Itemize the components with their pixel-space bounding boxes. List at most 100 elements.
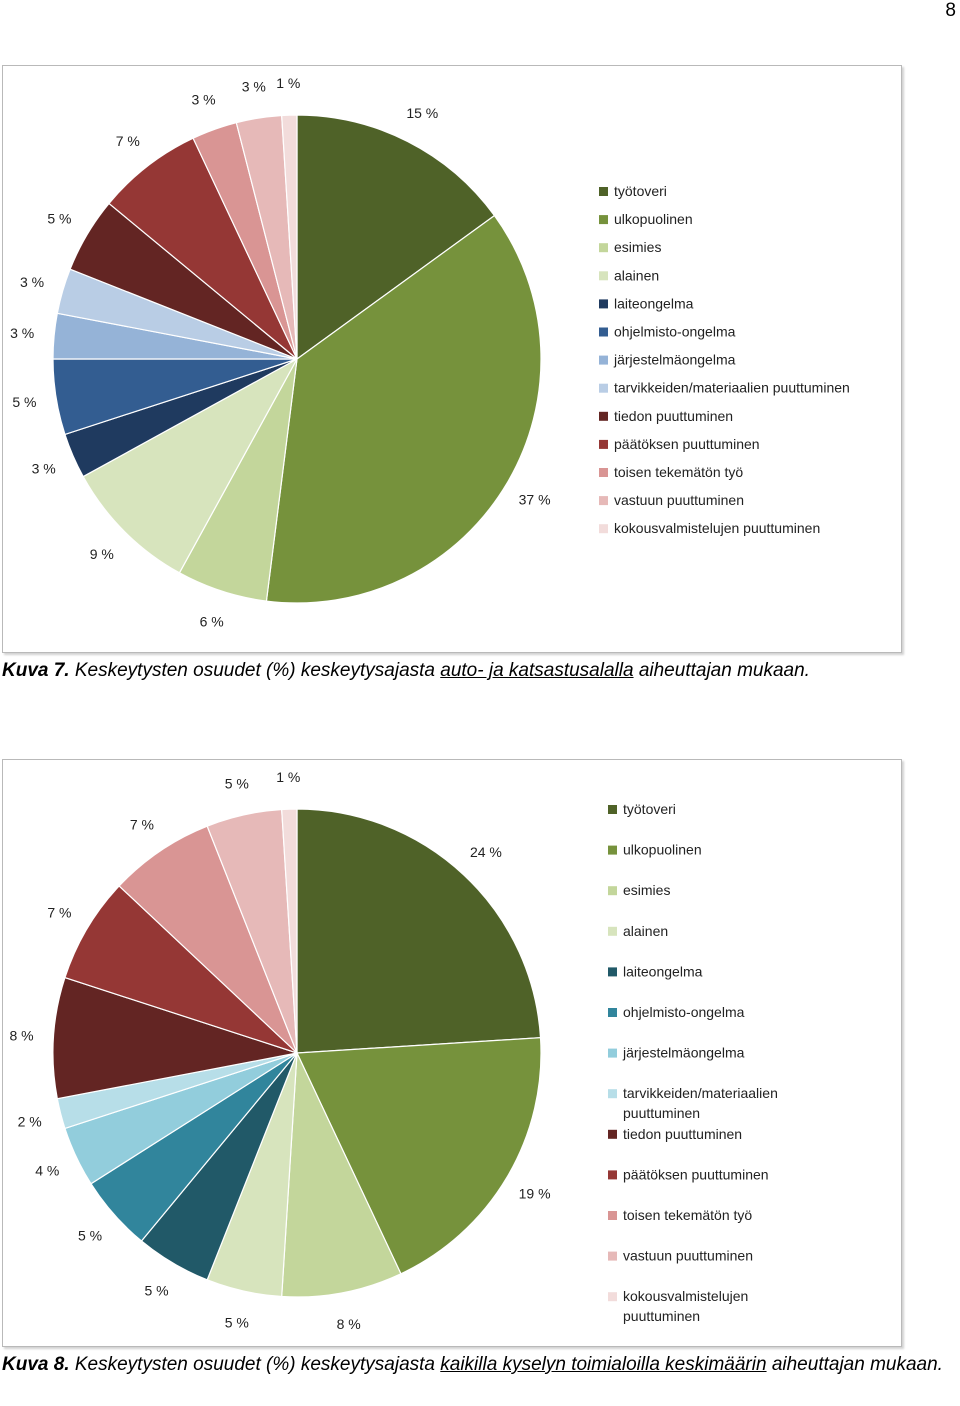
chart1-legend-swatch-työtoveri: [599, 187, 608, 196]
chart1-slice-kokousvalmistelujen-puuttuminen: [281, 114, 298, 360]
chart1-legend-swatch-tarvikkeiden-materiaalien-puuttuminen: [599, 383, 608, 393]
chart1-legend-swatch-toisen-tekemätön-työ: [599, 468, 608, 477]
chart2-legend-label-tiedon-puuttuminen: tiedon puuttuminen: [623, 1126, 742, 1142]
chart1-legend-label-ulkopuolinen: ulkopuolinen: [614, 211, 693, 227]
pie-chart-2-svg: 24 % 19 % 8 % 5 % 5 % 5 % 4 % 2 % 8 % 7 % 7 % 5 % 1 …: [9, 769, 778, 1332]
chart2-data-label-tiedon-puuttuminen: 8 %: [9, 1028, 33, 1044]
chart2-slice-kokousvalmistelujen-puuttuminen: [281, 808, 298, 1054]
chart1-data-label-työtoveri: 15 %: [406, 105, 438, 121]
chart1-legend-label-esimies: esimies: [614, 239, 661, 255]
chart2-legend-swatch-ulkopuolinen: [608, 845, 617, 855]
chart1-legend-label-työtoveri: työtoveri: [614, 183, 667, 199]
chart1-legend-swatch-ohjelmisto-ongelma: [599, 327, 608, 337]
chart1-data-label-esimies: 6 %: [200, 614, 224, 630]
chart2-data-label-alainen: 5 %: [225, 1314, 249, 1330]
chart1-data-label-päätöksen-puuttuminen: 7 %: [116, 133, 140, 149]
chart2-legend-swatch-tarvikkeiden-materiaalien-puuttuminen: [608, 1089, 617, 1099]
chart1-legend-label-järjestelmäongelma: järjestelmäongelma: [613, 352, 736, 368]
chart1-slice-alainen: [82, 357, 299, 574]
chart2-legend-swatch-laiteongelma: [608, 967, 617, 977]
chart1-legend-swatch-päätöksen-puuttuminen: [599, 439, 608, 449]
chart2-legend-swatch-päätöksen-puuttuminen: [608, 1170, 617, 1180]
chart2-data-label-laiteongelma: 5 %: [144, 1283, 168, 1299]
chart1-data-label-ulkopuolinen: 37 %: [519, 492, 551, 508]
chart2-data-label-ulkopuolinen: 19 %: [519, 1186, 551, 1202]
chart2-data-label-päätöksen-puuttuminen: 7 %: [47, 905, 71, 921]
chart2-data-label-toisen-tekemätön-työ: 7 %: [130, 817, 154, 833]
pie-chart-1-svg: 15 % 37 % 6 % 9 % 3 % 5 % 3 % 3 % 5 % 7 % 3 % 3 % 1 …: [10, 75, 850, 630]
chart1-legend-swatch-esimies: [599, 243, 608, 253]
chart1-data-label-toisen-tekemätön-työ: 3 %: [191, 91, 215, 107]
chart2-legend-label-päätöksen-puuttuminen: päätöksen puuttuminen: [623, 1166, 769, 1182]
chart1-data-label-laiteongelma: 3 %: [32, 461, 56, 477]
chart1-legend-swatch-järjestelmäongelma: [599, 355, 608, 365]
chart2-legend-swatch-toisen-tekemätön-työ: [608, 1211, 617, 1220]
chart1-legend-swatch-ulkopuolinen: [599, 215, 608, 225]
chart2-legend-swatch-alainen: [608, 926, 617, 936]
caption-2-after: aiheuttajan mukaan.: [766, 1354, 943, 1375]
chart1-slice-ulkopuolinen: [265, 214, 542, 604]
chart2-slice-tiedon-puuttuminen: [52, 976, 298, 1100]
chart2-data-label-esimies: 8 %: [337, 1316, 361, 1332]
chart2-legend-label-ohjelmisto-ongelma: ohjelmisto-ongelma: [623, 1004, 745, 1020]
chart2-slice-esimies: [281, 1052, 402, 1298]
chart1-data-label-järjestelmäongelma: 3 %: [10, 325, 34, 341]
chart2-legend-swatch-työtoveri: [608, 805, 617, 814]
caption-1-underlined: auto- ja katsastusalalla: [440, 660, 634, 681]
chart2-legend-label-vastuun-puuttuminen: vastuun puuttuminen: [623, 1248, 753, 1264]
chart2-data-label-ohjelmisto-ongelma: 5 %: [78, 1228, 102, 1244]
caption-1-after: aiheuttajan mukaan.: [633, 660, 810, 681]
chart2-legend-swatch-esimies: [608, 886, 617, 896]
chart2-slice-ulkopuolinen: [296, 1037, 542, 1275]
chart1-legend-label-tarvikkeiden-materiaalien-puuttuminen: tarvikkeiden/materiaalien puuttuminen: [614, 380, 850, 396]
chart1-legend-swatch-kokousvalmistelujen-puuttuminen: [599, 524, 608, 534]
chart1-legend-swatch-tiedon-puuttuminen: [599, 411, 608, 421]
chart2-data-label-vastuun-puuttuminen: 5 %: [225, 776, 249, 792]
chart2-legend-label-tarvikkeiden-materiaalien-puuttuminen: tarvikkeiden/materiaalien puuttuminen: [623, 1085, 778, 1121]
chart2-data-label-työtoveri: 24 %: [470, 844, 502, 860]
chart2-legend-label-esimies: esimies: [623, 882, 670, 898]
chart1-legend-label-kokousvalmistelujen-puuttuminen: kokousvalmistelujen puuttuminen: [614, 520, 820, 536]
chart2-slice-toisen-tekemätön-työ: [118, 825, 298, 1054]
chart2-data-label-kokousvalmistelujen-puuttuminen: 1 %: [276, 769, 300, 785]
chart2-legend-swatch-järjestelmäongelma: [608, 1048, 617, 1058]
chart1-legend-label-vastuun-puuttuminen: vastuun puuttuminen: [614, 492, 744, 508]
chart2-legend-label-järjestelmäongelma: järjestelmäongelma: [622, 1045, 745, 1061]
chart1-legend-label-tiedon-puuttuminen: tiedon puuttuminen: [614, 408, 733, 424]
chart1-legend-label-laiteongelma: laiteongelma: [614, 295, 694, 311]
chart2-legend-label-työtoveri: työtoveri: [623, 801, 676, 817]
chart1-legend-label-ohjelmisto-ongelma: ohjelmisto-ongelma: [614, 324, 736, 340]
chart1-legend-label-alainen: alainen: [614, 267, 659, 283]
chart1-data-label-alainen: 9 %: [90, 546, 114, 562]
chart2-legend-swatch-kokousvalmistelujen-puuttuminen: [608, 1292, 617, 1302]
chart1-legend-swatch-alainen: [599, 271, 608, 281]
chart2-legend-swatch-ohjelmisto-ongelma: [608, 1008, 617, 1017]
chart1-legend-label-päätöksen-puuttuminen: päätöksen puuttuminen: [614, 436, 760, 452]
chart1-legend-label-toisen-tekemätön-työ: toisen tekemätön työ: [614, 464, 743, 480]
caption-2-underlined: kaikilla kyselyn toimialoilla keskimääri…: [440, 1354, 767, 1375]
chart1-data-label-kokousvalmistelujen-puuttuminen: 1 %: [276, 75, 300, 91]
caption-1: Kuva 7. Keskeytysten osuudet (%) keskeyt…: [2, 656, 952, 686]
chart2-data-label-tarvikkeiden-materiaalien-puuttuminen: 2 %: [18, 1114, 42, 1130]
caption-2-label: Kuva 8.: [2, 1354, 70, 1375]
chart1-data-label-tiedon-puuttuminen: 5 %: [47, 211, 71, 227]
chart1-data-label-vastuun-puuttuminen: 3 %: [242, 78, 266, 94]
pie-chart-2: 24 % 19 % 8 % 5 % 5 % 5 % 4 % 2 % 8 % 7 % 7 % 5 % 1 …: [2, 759, 902, 1347]
chart2-legend-swatch-vastuun-puuttuminen: [608, 1251, 617, 1261]
chart2-legend-label-ulkopuolinen: ulkopuolinen: [623, 842, 702, 858]
chart1-slice-työtoveri: [296, 114, 496, 361]
chart1-legend-swatch-vastuun-puuttuminen: [599, 496, 608, 506]
chart2-legend-label-toisen-tekemätön-työ: toisen tekemätön työ: [623, 1207, 752, 1223]
caption-1-text: Keskeytysten osuudet (%) keskeytysajasta: [69, 660, 441, 681]
caption-2-text: Keskeytysten osuudet (%) keskeytysajasta: [69, 1354, 441, 1375]
caption-2: Kuva 8. Keskeytysten osuudet (%) keskeyt…: [2, 1350, 952, 1380]
chart1-data-label-tarvikkeiden-materiaalien-puuttuminen: 3 %: [20, 274, 44, 290]
caption-1-label: Kuva 7.: [2, 660, 70, 681]
chart1-legend-swatch-laiteongelma: [599, 299, 608, 309]
chart2-legend-swatch-tiedon-puuttuminen: [608, 1129, 617, 1139]
chart2-data-label-järjestelmäongelma: 4 %: [35, 1163, 59, 1179]
chart1-slice-päätöksen-puuttuminen: [108, 137, 298, 360]
page-number: 8: [945, 0, 956, 21]
chart2-legend-label-kokousvalmistelujen-puuttuminen: kokousvalmistelujen puuttuminen: [623, 1288, 748, 1324]
chart2-slice-päätöksen-puuttuminen: [64, 885, 298, 1054]
